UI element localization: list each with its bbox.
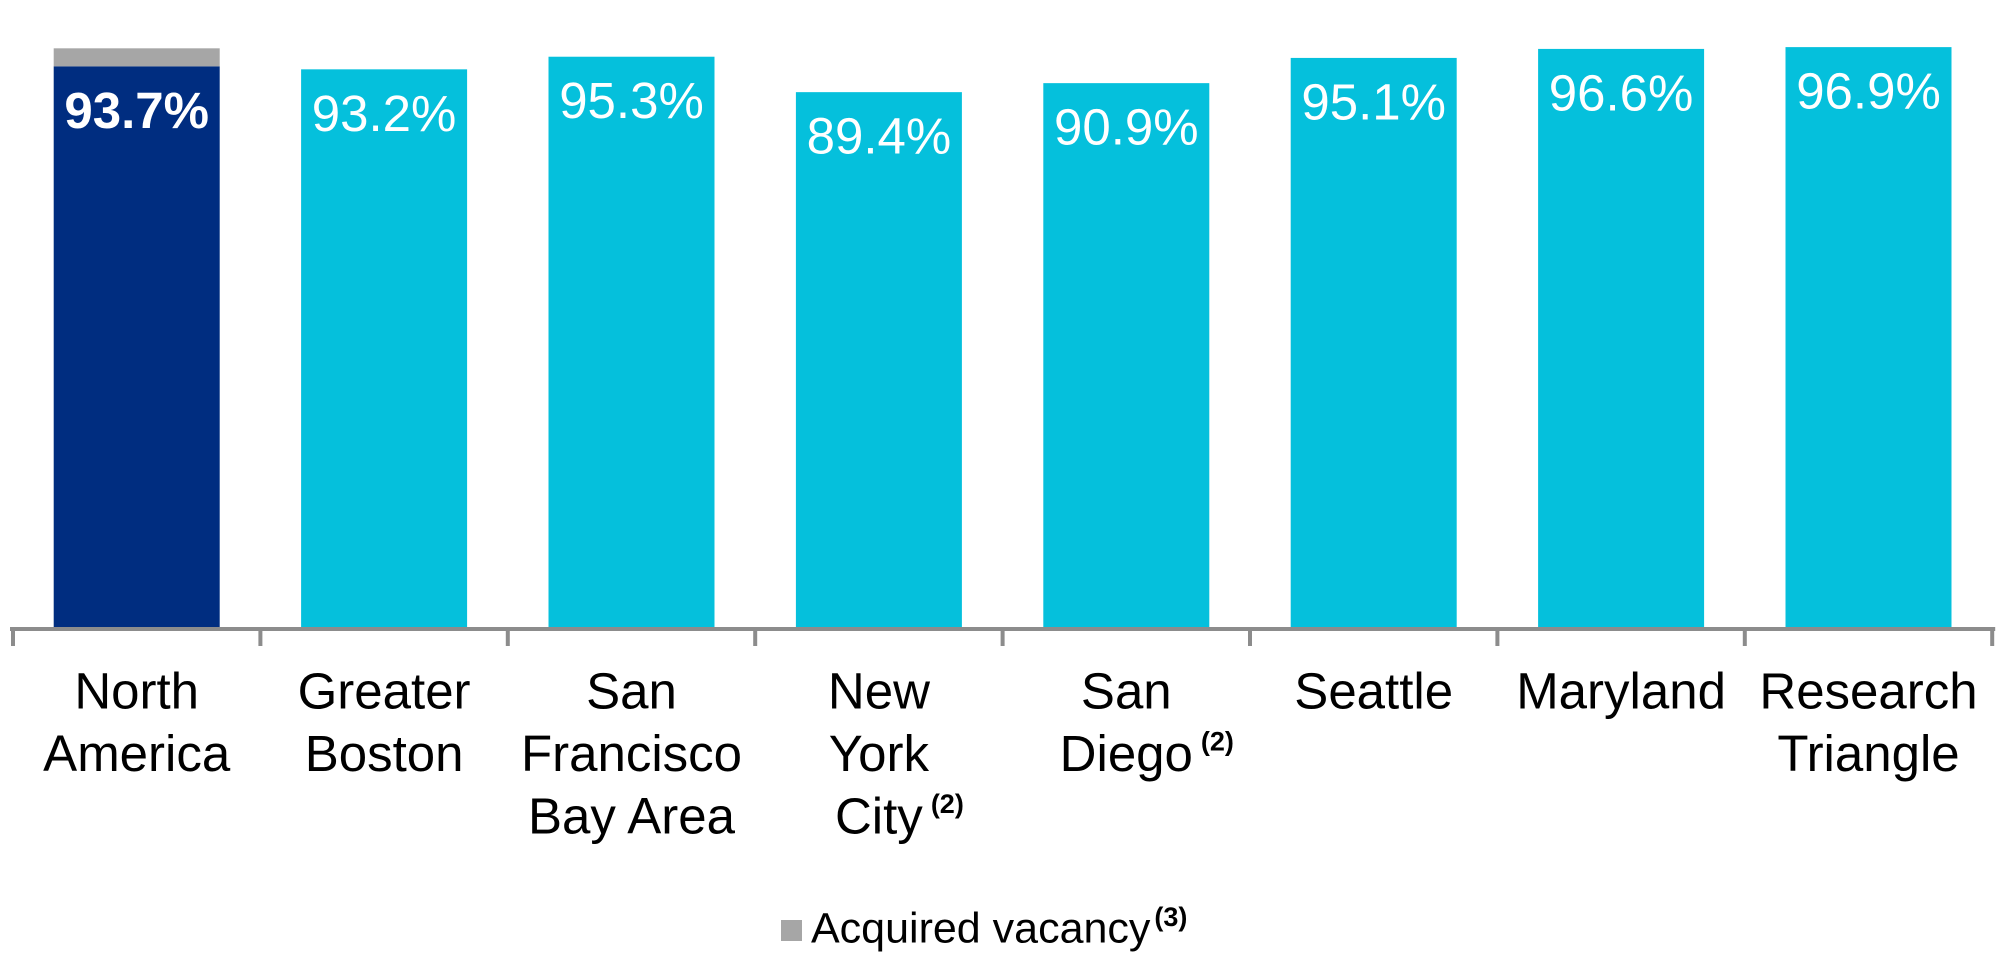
x-tick-label: City <box>835 787 923 844</box>
data-label: 93.7% <box>64 82 209 139</box>
x-tick-label: North <box>74 662 199 719</box>
x-tick-label: Greater <box>298 662 471 719</box>
x-tick-label: Boston <box>305 725 464 782</box>
data-label: 90.9% <box>1054 99 1199 156</box>
bar <box>301 69 468 630</box>
bar <box>1538 48 1705 630</box>
data-label: 96.9% <box>1796 63 1941 120</box>
bar <box>1290 57 1457 629</box>
x-tick-label: Seattle <box>1294 662 1453 719</box>
x-tick-label: Maryland <box>1516 662 1726 719</box>
x-tick-label: San <box>586 662 677 719</box>
legend-swatch <box>781 920 802 941</box>
x-tick-label: San <box>1081 662 1172 719</box>
x-tick-label: Research <box>1759 662 1977 719</box>
x-tick-label: America <box>43 725 231 782</box>
data-label: 93.2% <box>312 85 457 142</box>
stacked-segment <box>53 48 220 67</box>
legend-label: Acquired vacancy <box>811 904 1151 952</box>
bar <box>795 92 962 629</box>
data-label: 95.3% <box>559 72 704 129</box>
data-label: 89.4% <box>807 108 952 165</box>
bar <box>1043 83 1210 629</box>
x-tick-label: Triangle <box>1777 725 1959 782</box>
x-tick-label: New <box>828 662 930 719</box>
footnote-marker: (2) <box>1201 727 1234 757</box>
x-tick-label: Francisco <box>521 725 742 782</box>
bar <box>548 56 715 629</box>
x-tick-label: Diego <box>1060 725 1193 782</box>
data-label: 96.6% <box>1549 64 1694 121</box>
bar <box>53 66 220 630</box>
footnote-marker: (2) <box>931 789 964 819</box>
x-tick-label: Bay Area <box>528 787 736 844</box>
x-tick-label: York <box>829 725 930 782</box>
bar <box>1785 47 1952 630</box>
data-label: 95.1% <box>1301 73 1446 130</box>
legend-footnote: (3) <box>1154 902 1187 932</box>
